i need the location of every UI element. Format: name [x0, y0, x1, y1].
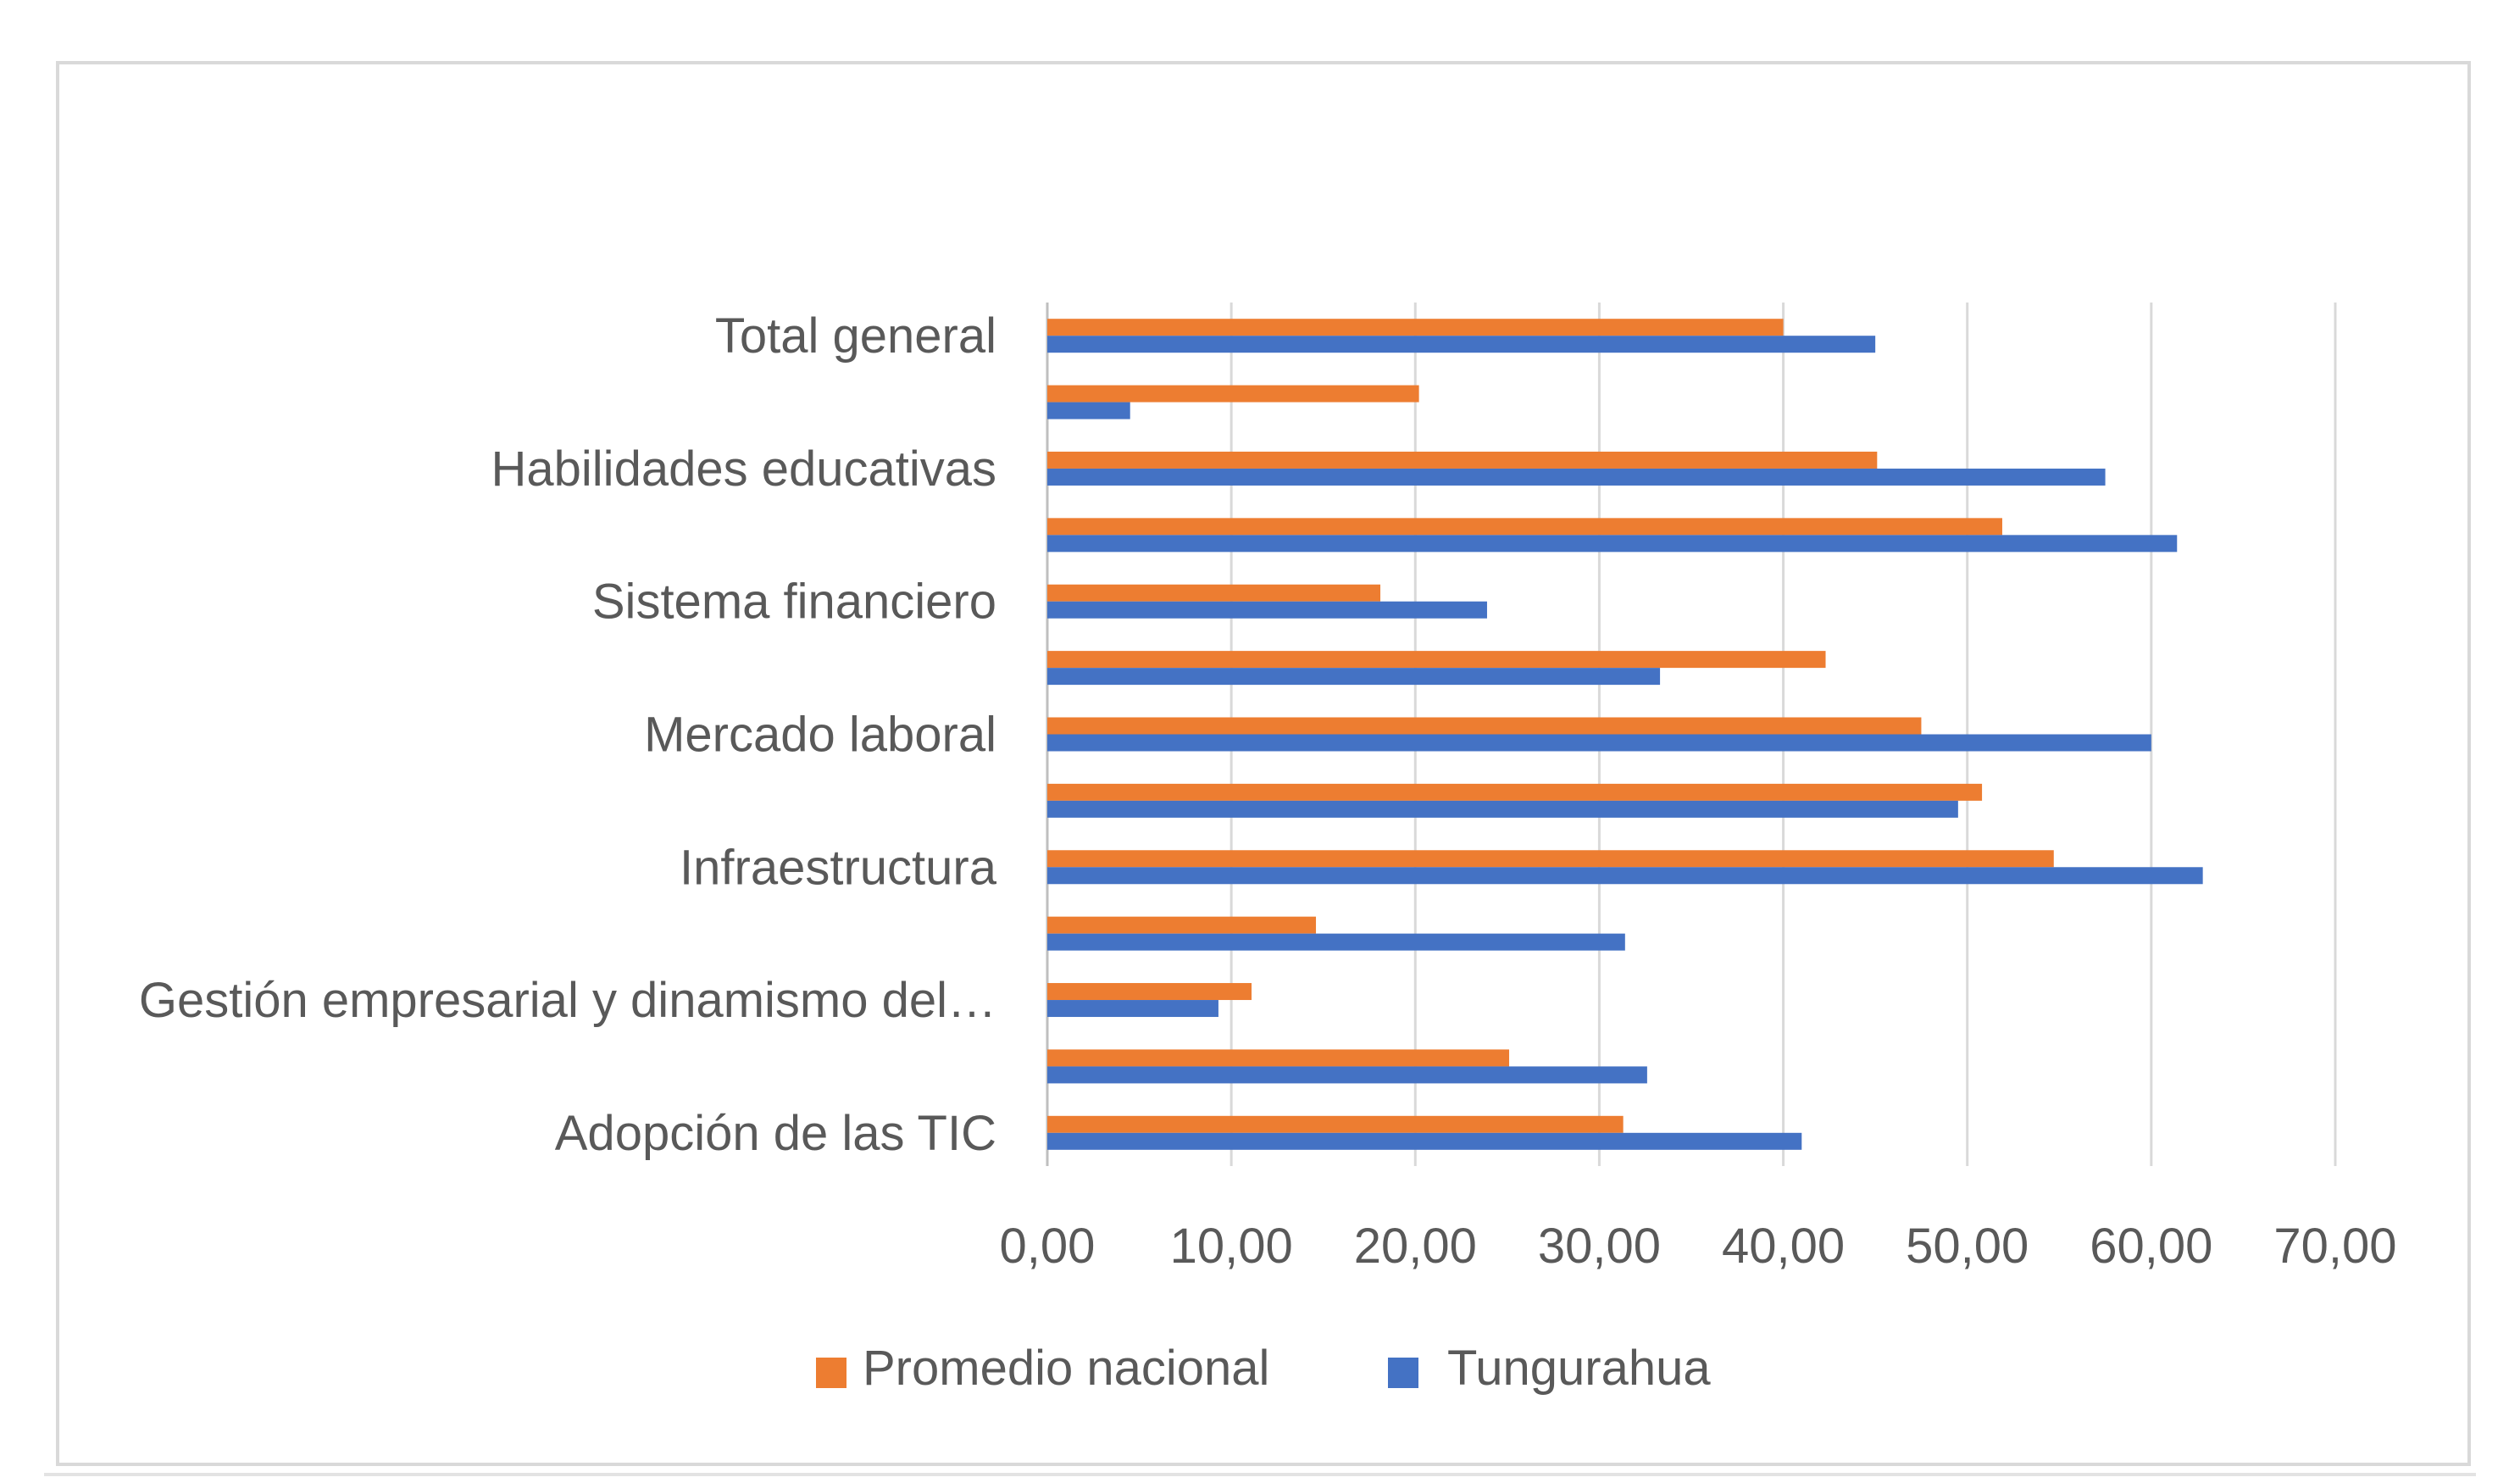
bar-tungurahua: [1047, 402, 1130, 419]
bar-promedio-nacional: [1047, 916, 1317, 934]
category-labels: Adopción de las TIC Gestión empresarial y…: [139, 308, 997, 1161]
bar-tungurahua: [1047, 1066, 1647, 1084]
bar-tungurahua: [1047, 468, 2106, 486]
x-tick-label: 40,00: [1722, 1219, 1845, 1274]
bar-promedio-nacional: [1047, 385, 1419, 403]
chart-frame: [56, 61, 2471, 1466]
x-tick-label: 30,00: [1538, 1219, 1661, 1274]
bar-promedio-nacional: [1047, 850, 2054, 868]
x-tick-label: 20,00: [1354, 1219, 1477, 1274]
bar-promedio-nacional: [1047, 319, 1784, 336]
bar-promedio-nacional: [1047, 651, 1826, 669]
category-label: Habilidades educativas: [491, 442, 996, 497]
bar-tungurahua: [1047, 1132, 1802, 1150]
legend: Promedio nacional Tungurahua: [816, 1341, 1711, 1396]
legend-swatch-tungurahua: [1388, 1358, 1418, 1388]
category-label: Mercado laboral: [644, 708, 996, 763]
bar-promedio-nacional: [1047, 451, 1878, 469]
x-tick-label: 60,00: [2090, 1219, 2212, 1274]
x-tick-label: 0,00: [1000, 1219, 1096, 1274]
bar-promedio-nacional: [1047, 584, 1381, 602]
x-tick-label: 10,00: [1170, 1219, 1293, 1274]
bottom-rule: [44, 1473, 2476, 1476]
category-label: Infraestructura: [680, 840, 997, 895]
legend-label-tungurahua: Tungurahua: [1447, 1341, 1711, 1396]
bar-promedio-nacional: [1047, 717, 1922, 735]
category-label: Total general: [715, 308, 996, 364]
bars: [1047, 319, 2203, 1150]
bar-tungurahua: [1047, 601, 1487, 619]
bar-promedio-nacional: [1047, 1049, 1510, 1067]
bar-promedio-nacional: [1047, 1115, 1624, 1133]
bar-promedio-nacional: [1047, 518, 2002, 536]
bar-promedio-nacional: [1047, 783, 1983, 801]
bar-tungurahua: [1047, 1000, 1218, 1018]
legend-label-promedio-nacional: Promedio nacional: [863, 1341, 1269, 1396]
bar-tungurahua: [1047, 933, 1625, 951]
category-label: Adopción de las TIC: [555, 1106, 996, 1161]
x-tick-labels: 0,00 10,00 20,00 30,00 40,00 50,00 60,00 70,00: [1000, 1219, 2397, 1274]
x-tick-label: 70,00: [2273, 1219, 2396, 1274]
bar-tungurahua: [1047, 336, 1876, 353]
x-tick-label: 50,00: [1906, 1219, 2029, 1274]
category-label: Sistema financiero: [592, 575, 996, 630]
bar-tungurahua: [1047, 867, 2203, 885]
legend-swatch-promedio-nacional: [816, 1358, 846, 1388]
bar-promedio-nacional: [1047, 983, 1252, 1001]
bar-tungurahua: [1047, 668, 1661, 686]
bar-tungurahua: [1047, 734, 2151, 752]
bar-tungurahua: [1047, 800, 1958, 818]
bar-tungurahua: [1047, 535, 2178, 553]
category-label: Gestión empresarial y dinamismo del…: [139, 973, 996, 1028]
